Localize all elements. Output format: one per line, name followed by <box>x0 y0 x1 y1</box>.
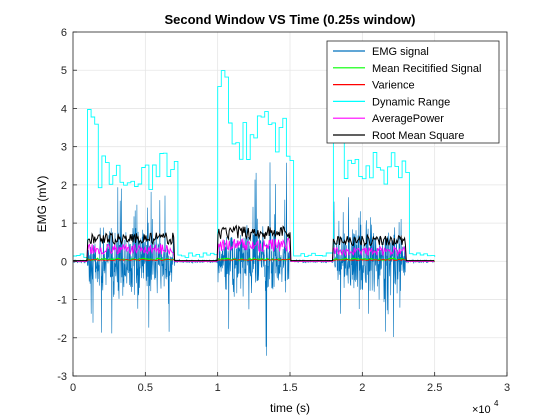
series-average-power <box>73 237 435 262</box>
x-axis-label: time (s) <box>270 401 310 415</box>
y-tick-label: 3 <box>61 142 67 154</box>
y-tick-label: -1 <box>57 295 67 307</box>
x-exponent-base: ×10 <box>472 404 491 416</box>
x-exponent-power: 4 <box>494 399 499 408</box>
legend-label: EMG signal <box>372 46 429 58</box>
y-tick-label: -2 <box>57 333 67 345</box>
y-tick-label: 2 <box>61 180 67 192</box>
x-tick-label: 0 <box>70 382 76 394</box>
x-tick-label: 3 <box>504 382 510 394</box>
legend-label: Varience <box>372 80 415 92</box>
legend-label: Mean Recitified Signal <box>372 63 481 75</box>
series-variance <box>73 258 435 262</box>
x-tick-label: 1.5 <box>282 382 297 394</box>
y-axis-label: EMG (mV) <box>35 176 49 233</box>
legend-label: Root Mean Square <box>372 130 464 142</box>
series-rms <box>73 224 435 262</box>
x-axis-exponent: ×10 4 <box>472 399 499 416</box>
y-tick-label: 4 <box>61 103 67 115</box>
ticks: 0 0.5 1 1.5 2 2.5 3 -3 -2 -1 0 1 2 3 4 5 6 <box>57 27 510 394</box>
y-tick-label: 0 <box>61 256 67 268</box>
y-tick-label: 5 <box>61 65 67 77</box>
x-tick-label: 2.5 <box>427 382 442 394</box>
y-tick-label: 6 <box>61 27 67 39</box>
x-tick-label: 2 <box>359 382 365 394</box>
legend: EMG signal Mean Recitified Signal Varience… <box>326 40 500 144</box>
y-tick-label: -3 <box>57 371 67 383</box>
x-tick-label: 1 <box>215 382 221 394</box>
legend-box <box>326 40 500 144</box>
legend-label: AveragePower <box>372 113 444 125</box>
legend-label: Dynamic Range <box>372 96 450 108</box>
legend-items: EMG signal Mean Recitified Signal Varience… <box>333 46 481 142</box>
series-dynamic-range <box>73 70 436 258</box>
series-layer <box>72 70 436 356</box>
chart-title: Second Window VS Time (0.25s window) <box>164 12 415 27</box>
x-tick-label: 0.5 <box>138 382 153 394</box>
y-tick-label: 1 <box>61 218 67 230</box>
